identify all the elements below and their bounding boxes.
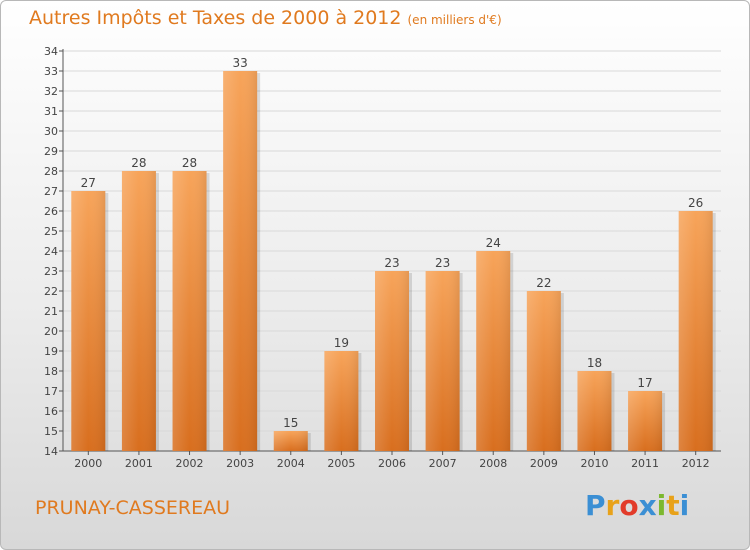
- y-tick-label: 32: [44, 85, 58, 98]
- logo-letter: P: [585, 489, 606, 522]
- data-label: 28: [131, 156, 146, 170]
- y-tick-label: 21: [44, 305, 58, 318]
- x-tick-label: 2006: [378, 457, 406, 470]
- bar-shine: [628, 391, 663, 451]
- data-label: 24: [486, 236, 501, 250]
- title-unit: (en milliers d'€): [407, 13, 502, 27]
- y-tick-label: 34: [44, 45, 58, 58]
- proxiti-logo[interactable]: Proxiti: [585, 489, 689, 522]
- bar-shine: [476, 251, 511, 451]
- data-label: 33: [233, 56, 248, 70]
- data-label: 26: [688, 196, 703, 210]
- bar-shine: [223, 71, 258, 451]
- data-labels: 27 28 28 33 15 19 23 23 24 22 18 17 26: [81, 56, 704, 430]
- data-label: 28: [182, 156, 197, 170]
- logo-letter: o: [619, 489, 639, 522]
- axes: 14 15 16 17 18 19 20 21 22 23 24 25 26 27 28 29 30 31 32 33…: [44, 45, 721, 470]
- bar-shine: [577, 371, 612, 451]
- y-tick-label: 23: [44, 265, 58, 278]
- commune-name: PRUNAY-CASSEREAU: [35, 497, 231, 519]
- data-label: 23: [435, 256, 450, 270]
- x-tick-label: 2005: [327, 457, 355, 470]
- x-tick-label: 2000: [74, 457, 102, 470]
- x-tick-label: 2012: [682, 457, 710, 470]
- bar-shine: [375, 271, 409, 451]
- y-tick-label: 27: [44, 185, 58, 198]
- data-label: 15: [283, 416, 298, 430]
- data-label: 17: [637, 376, 652, 390]
- x-tick-label: 2010: [580, 457, 608, 470]
- y-tick-label: 22: [44, 285, 58, 298]
- x-tick-label: 2008: [479, 457, 507, 470]
- y-tick-label: 29: [44, 145, 58, 158]
- data-label: 18: [587, 356, 602, 370]
- x-tick-label: 2001: [125, 457, 153, 470]
- x-tick-label: 2002: [176, 457, 204, 470]
- logo-letter: t: [666, 489, 680, 522]
- y-tick-label: 18: [44, 365, 58, 378]
- data-label: 27: [81, 176, 96, 190]
- chart-title: Autres Impôts et Taxes de 2000 à 2012 (en…: [29, 7, 502, 29]
- y-tick-label: 20: [44, 325, 58, 338]
- y-tick-label: 24: [44, 245, 58, 258]
- bar-shine: [526, 291, 561, 451]
- y-tick-label: 26: [44, 205, 58, 218]
- title-text: Autres Impôts et Taxes de 2000 à 2012: [29, 7, 402, 29]
- bar-shine: [71, 191, 106, 451]
- logo-letter: r: [605, 489, 620, 522]
- data-label: 23: [384, 256, 399, 270]
- logo-letter: i: [656, 489, 667, 522]
- bar-shine: [324, 351, 359, 451]
- y-tick-label: 17: [44, 385, 58, 398]
- y-tick-label: 28: [44, 165, 58, 178]
- y-tick-label: 16: [44, 405, 58, 418]
- bar-shine: [425, 271, 460, 451]
- y-tick-label: 25: [44, 225, 58, 238]
- bar-shine: [678, 211, 713, 451]
- data-label: 22: [536, 276, 551, 290]
- x-tick-label: 2011: [631, 457, 659, 470]
- bar-shine: [172, 171, 207, 451]
- logo-letter: i: [679, 489, 690, 522]
- y-tick-label: 33: [44, 65, 58, 78]
- y-tick-label: 15: [44, 425, 58, 438]
- bars: [71, 71, 716, 451]
- x-tick-label: 2003: [226, 457, 254, 470]
- y-tick-label: 30: [44, 125, 58, 138]
- x-tick-label: 2004: [277, 457, 305, 470]
- logo-letter: x: [638, 489, 657, 522]
- y-tick-label: 19: [44, 345, 58, 358]
- bar-shine: [273, 431, 308, 451]
- y-tick-label: 31: [44, 105, 58, 118]
- y-tick-label: 14: [44, 445, 58, 458]
- bar-shine: [121, 171, 156, 451]
- x-tick-label: 2009: [530, 457, 558, 470]
- data-label: 19: [334, 336, 349, 350]
- x-tick-label: 2007: [429, 457, 457, 470]
